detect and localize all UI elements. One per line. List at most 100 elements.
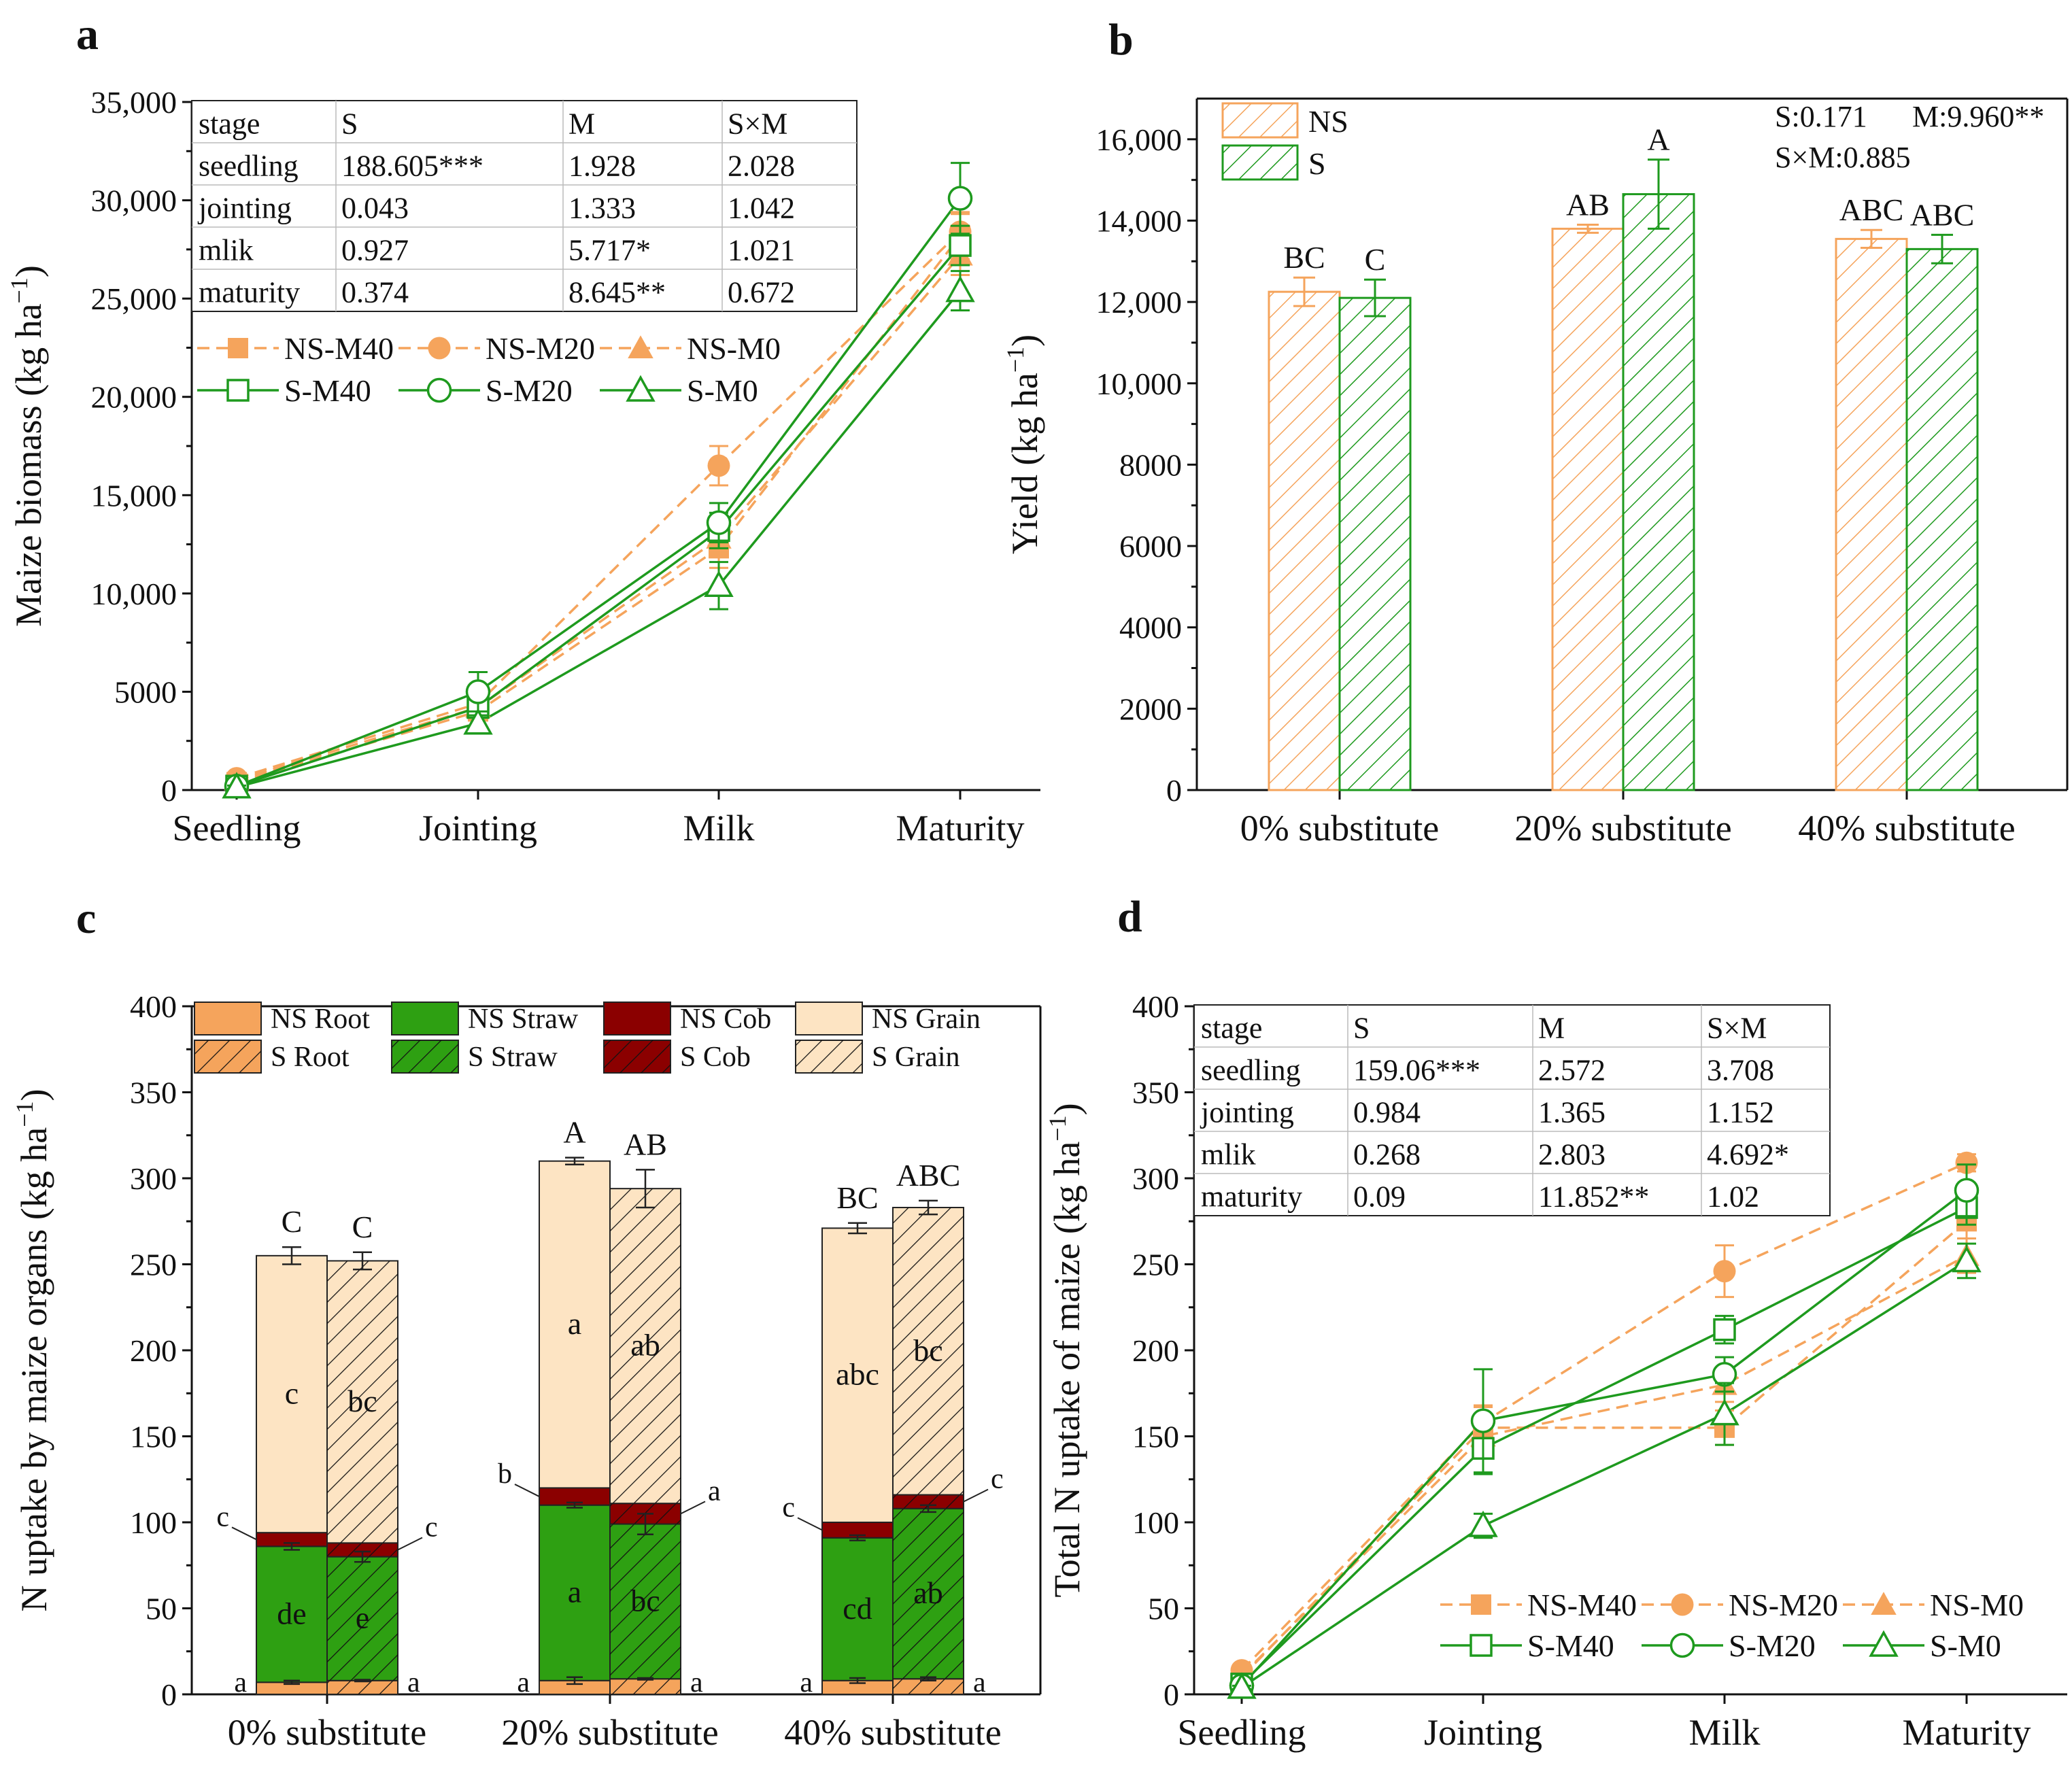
panel-d-table-cell: 0.268 [1353, 1137, 1421, 1171]
panel-c-letter-grain: abc [836, 1357, 879, 1392]
panel-a-series-line-NS-M0 [236, 254, 962, 782]
panel-c-legend-swatch [194, 1002, 262, 1036]
panel-b-letter-S: A [1647, 122, 1669, 157]
panel-a-point-S-M20 [947, 186, 973, 211]
panel-d-legend-marker-NS-M0 [1871, 1592, 1897, 1615]
panel-a-point-S-M40 [949, 234, 972, 257]
panel-c-y-tick-label: 50 [146, 1592, 177, 1626]
panel-a-point-S-M20 [465, 679, 491, 704]
panel-d-legend-marker-S-M20 [1669, 1632, 1695, 1658]
panel-a-table-cell: 0.927 [341, 233, 409, 267]
panel-d-series-line-S-M20 [1240, 1189, 1968, 1687]
panel-c-y-tick-label: 300 [130, 1161, 177, 1196]
panel-a-y-axis-label: Maize biomass (kg ha−1) [5, 265, 49, 627]
panel-d-y-tick-label: 200 [1132, 1333, 1179, 1368]
panel-c-legend-swatch [391, 1002, 459, 1036]
panel-c-hatch-S-root [893, 1679, 964, 1694]
panel-label-d: d [1117, 892, 1142, 942]
panel-c-cob-leader [797, 1517, 823, 1531]
panel-a-table-cell: 188.605*** [341, 149, 483, 182]
panel-c-letter-straw: a [568, 1575, 581, 1609]
panel-a-table-cell: mlik [199, 233, 254, 267]
panel-a-series-line-S-M0 [236, 290, 962, 789]
panel-b-bar-NS [1268, 290, 1341, 791]
panel-d-legend-marker-S-M40 [1470, 1634, 1493, 1657]
panel-c-cob-leader [231, 1526, 257, 1541]
panel-d-table-cell: mlik [1201, 1137, 1256, 1171]
panel-c-legend-label: NS Cob [680, 1004, 771, 1035]
panel-d-point-NS-M20 [1713, 1260, 1736, 1283]
panel-c-y-tick-label: 150 [130, 1420, 177, 1454]
panel-c-y-tick-label: 400 [130, 989, 177, 1024]
panel-a-y-tick-label: 0 [161, 773, 177, 808]
panel-a: 0 5000 10,000 15,000 20,000 25,000 30,000 35,00… [5, 85, 1040, 849]
panel-a-legend-marker-NS-M0 [628, 335, 653, 358]
panel-c-letter-total: C [282, 1204, 303, 1239]
panel-c-hatch-S-grain [893, 1208, 964, 1495]
panel-a-table-cell: 8.645** [568, 275, 666, 309]
panel-c-hatch-S-grain [610, 1188, 681, 1504]
panel-c-y-tick-label: 200 [130, 1333, 177, 1368]
panel-c-letter-straw: cd [843, 1591, 872, 1626]
panel-a-y-tick-label: 15,000 [91, 478, 177, 513]
panel-d-legend-label-NS-M40: NS-M40 [1527, 1588, 1637, 1622]
panel-d-y-tick-label: 350 [1132, 1076, 1179, 1110]
panel-c-letter-grain: bc [913, 1333, 942, 1367]
panel-b-y-tick-label: 8000 [1119, 447, 1182, 482]
panel-c-cob-leader [514, 1484, 540, 1497]
panel-d-table-header-cell: stage [1201, 1011, 1262, 1044]
panel-b-y-tick-label: 12,000 [1096, 285, 1183, 320]
panel-a-point-S-M0 [945, 275, 975, 303]
panel-d-y-tick-label: 0 [1164, 1677, 1179, 1712]
panel-a-y-tick-label: 20,000 [91, 380, 177, 415]
panel-b-x-tick-label: 40% substitute [1798, 808, 2016, 849]
panel-c-letter-total: AB [624, 1127, 667, 1161]
panel-d-series-line-S-M40 [1240, 1206, 1967, 1685]
panel-c-legend-hatch [194, 1040, 261, 1073]
panel-b-y-tick-label: 4000 [1119, 611, 1182, 645]
panel-b: 0 2000 4000 6000 8000 10,000 12,000 14,000 16,00… [1002, 97, 2069, 849]
panel-a-legend-label-S-M0: S-M0 [687, 373, 758, 408]
panel-a-table-header-cell: M [568, 107, 595, 140]
panel-b-bar-S [1622, 193, 1695, 791]
panel-d-table-cell: 4.692* [1707, 1137, 1789, 1171]
panel-d-legend-label-S-M20: S-M20 [1729, 1628, 1816, 1663]
panel-a-table-cell: 2.028 [728, 149, 795, 182]
panel-a-x-tick-label: Milk [683, 808, 754, 849]
panel-a-table-cell: 5.717* [568, 233, 651, 267]
panel-c-letter-root: a [517, 1667, 530, 1698]
panel-c-letter-grain: a [568, 1306, 581, 1341]
panel-d-legend-marker-NS-M20 [1671, 1593, 1694, 1616]
panel-b-x-tick-label: 20% substitute [1514, 808, 1732, 849]
panel-d-table-header-cell: S [1353, 1011, 1370, 1044]
panel-c-letter-total: ABC [896, 1158, 961, 1193]
panel-d-legend-marker-S-M0 [1869, 1630, 1899, 1657]
panel-a-series-line-S-M20 [236, 197, 962, 787]
panel-d-legend-marker-NS-M40 [1471, 1594, 1491, 1615]
panel-a-legend-label-S-M20: S-M20 [486, 373, 573, 408]
panel-c-legend-swatch [795, 1002, 863, 1036]
panel-a-y-tick-label: 30,000 [91, 184, 177, 218]
panel-d-y-tick-label: 100 [1132, 1505, 1179, 1540]
panel-d-y-tick-label: 250 [1132, 1248, 1179, 1282]
panel-d-legend-label-S-M0: S-M0 [1930, 1628, 2001, 1663]
panel-c-letter-root: a [407, 1667, 420, 1698]
panel-b-y-tick-label: 10,000 [1096, 366, 1183, 401]
panel-c-hatch-S-straw [893, 1508, 964, 1679]
panel-c-letter-grain: c [285, 1376, 299, 1411]
panel-d-table-cell: 2.803 [1538, 1137, 1606, 1171]
panel-b-legend-swatch-S [1221, 144, 1299, 181]
panel-a-y-tick-label: 10,000 [91, 577, 177, 611]
panel-d-table-frame [1193, 1004, 1831, 1216]
panel-b-x-tick-label: 0% substitute [1240, 808, 1440, 849]
panel-a-x-tick-label: Jointing [419, 808, 537, 849]
panel-a-legend-label-NS-M0: NS-M0 [687, 331, 781, 366]
panel-a-table-cell: 1.928 [568, 149, 636, 182]
panel-d-table-cell: jointing [1200, 1095, 1294, 1129]
panel-b-letter-S: C [1365, 242, 1386, 277]
panel-a-legend-marker-S-M40 [226, 379, 250, 402]
panel-d-y-tick-label: 300 [1132, 1161, 1179, 1196]
panel-c-letter-total: BC [836, 1180, 878, 1215]
panel-b-legend-label-NS: NS [1308, 104, 1348, 139]
panel-d-table-cell: 1.365 [1538, 1095, 1606, 1129]
